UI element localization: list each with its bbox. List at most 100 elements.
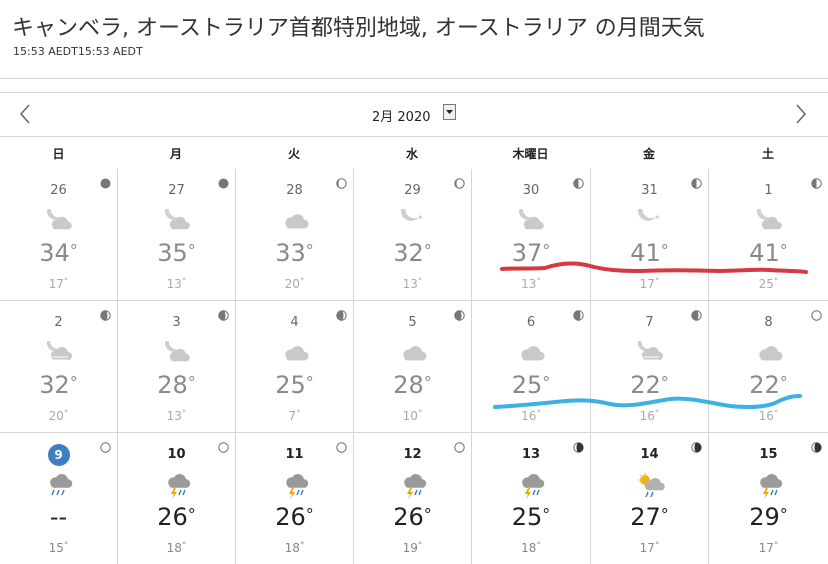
high-temp: 25° [275, 371, 314, 399]
low-temp: 13° [402, 277, 423, 291]
low-temp: 20° [48, 409, 69, 423]
calendar-day-cell[interactable]: 10 26° 18° [117, 433, 235, 564]
prev-month-button[interactable] [14, 100, 38, 128]
calendar-day-cell[interactable]: 13 25° 18° [471, 433, 590, 564]
weekday-label: 土 [761, 147, 774, 161]
partly-cloudy-night-icon [162, 202, 192, 235]
high-temp: 26° [157, 503, 196, 531]
calendar-day-cell[interactable]: 3 28° 13° [117, 301, 235, 432]
svg-text:✦: ✦ [654, 213, 661, 222]
cloudy-night-icon [44, 335, 74, 367]
calendar-day-cell[interactable]: 26 34° 17° [0, 169, 117, 300]
calendar-day-cell[interactable]: 1 41° 25° [708, 169, 828, 300]
first-quarter-moon-icon [573, 174, 584, 189]
waxing-gibbous-moon-icon [100, 306, 111, 321]
low-temp: 13° [166, 277, 187, 291]
next-month-button[interactable] [788, 100, 812, 128]
waning-gibbous-moon-icon [691, 438, 702, 453]
day-number: 15 [759, 447, 778, 462]
calendar-day-cell[interactable]: 4 25° 7° [235, 301, 353, 432]
weekday-header: 日 月 火 水 木曜日 金 土 [0, 136, 828, 169]
full-moon-icon [336, 438, 347, 453]
first-quarter-moon-icon [691, 174, 702, 189]
full-moon-icon [454, 438, 465, 453]
waxing-gibbous-moon-icon [218, 306, 229, 321]
high-temp: 33° [275, 239, 314, 267]
day-number: 6 [526, 315, 536, 330]
calendar-day-cell[interactable]: 27 35° 13° [117, 169, 235, 300]
low-temp: 17° [758, 541, 779, 555]
weekday-label: 水 [405, 147, 418, 161]
waxing-gibbous-moon-icon [573, 306, 584, 321]
low-temp: 19° [402, 541, 423, 555]
calendar-day-cell[interactable]: 30 37° 13° [471, 169, 590, 300]
calendar-day-cell[interactable]: 9 -- 15° [0, 433, 117, 564]
calendar-day-cell[interactable]: 11 26° 18° [235, 433, 353, 564]
high-temp: 34° [39, 239, 78, 267]
dropdown-arrow-icon [446, 110, 453, 114]
day-number: 8 [764, 315, 773, 330]
today-marker: 9 [47, 444, 70, 466]
waxing-gibbous-moon-icon [691, 306, 702, 321]
calendar-day-cell[interactable]: 29 ✦ 32° 13° [353, 169, 471, 300]
high-temp: -- [49, 503, 68, 531]
month-dropdown[interactable] [443, 104, 456, 120]
full-moon-icon [218, 438, 229, 453]
waning-gibbous-moon-icon [573, 438, 584, 453]
waxing-crescent-moon-icon [336, 174, 347, 189]
thunderstorm-icon [516, 473, 546, 499]
cloud-icon [516, 341, 546, 367]
new-moon-icon [100, 174, 111, 189]
day-number: 11 [285, 447, 304, 462]
cloud-icon [280, 209, 310, 235]
partly-cloudy-night-icon [162, 334, 192, 367]
high-temp: 26° [275, 503, 314, 531]
day-number: 13 [521, 447, 541, 462]
low-temp: 17° [639, 277, 660, 291]
thunderstorm-icon [398, 473, 428, 499]
high-temp: 32° [393, 239, 432, 267]
high-temp: 28° [393, 371, 432, 399]
chevron-left-icon [19, 104, 30, 124]
day-number: 30 [522, 183, 540, 198]
day-number: 9 [0, 444, 117, 466]
clear-night-icon: ✦ [635, 201, 665, 235]
day-number: 10 [167, 447, 186, 462]
month-label: 2月 2020 [372, 110, 431, 125]
calendar-day-cell[interactable]: 15 29° 17° [708, 433, 828, 564]
calendar-day-cell[interactable]: 28 33° 20° [235, 169, 353, 300]
calendar-week-row: 2 32° 20° 3 28° 13° 4 25° 7° 5 28° 10° 6 25° 16° 7… [0, 300, 828, 432]
calendar-day-cell[interactable]: 8 22° 16° [708, 301, 828, 432]
divider [0, 78, 828, 79]
waxing-gibbous-moon-icon [336, 306, 347, 321]
full-moon-icon [811, 306, 822, 321]
high-temp: 41° [630, 239, 669, 267]
day-number: 5 [408, 315, 417, 330]
calendar-day-cell[interactable]: 31 ✦ 41° 17° [590, 169, 708, 300]
calendar-day-cell[interactable]: 5 28° 10° [353, 301, 471, 432]
low-temp: 25° [758, 277, 779, 291]
day-number: 1 [764, 183, 773, 198]
partly-cloudy-night-icon [754, 202, 784, 235]
calendar-grid: 日月火水木曜日金土 26 34° 17° 27 35° 13° 28 33° 20° 29 ✦… [0, 136, 828, 564]
partly-cloudy-night-icon [44, 202, 74, 235]
thunderstorm-icon [754, 473, 784, 499]
low-temp: 13° [166, 409, 187, 423]
day-number: 2 [54, 315, 63, 330]
full-moon-icon [100, 438, 111, 453]
low-temp: 17° [639, 541, 660, 555]
high-temp: 22° [749, 371, 788, 399]
calendar-day-cell[interactable]: 12 26° 19° [353, 433, 471, 564]
calendar-day-cell[interactable]: 7 22° 16° [590, 301, 708, 432]
calendar-day-cell[interactable]: 2 32° 20° [0, 301, 117, 432]
weekday-label: 木曜日 [512, 147, 549, 161]
calendar-day-cell[interactable]: 6 25° 16° [471, 301, 590, 432]
low-temp: 15° [48, 541, 69, 555]
high-temp: 25° [511, 371, 551, 399]
high-temp: 29° [749, 503, 788, 531]
calendar-day-cell[interactable]: 14 27° 17° [590, 433, 708, 564]
cloud-icon [398, 341, 428, 367]
thunderstorm-icon [162, 473, 192, 499]
day-number: 14 [640, 447, 659, 462]
weekday-label: 日 [52, 147, 65, 161]
